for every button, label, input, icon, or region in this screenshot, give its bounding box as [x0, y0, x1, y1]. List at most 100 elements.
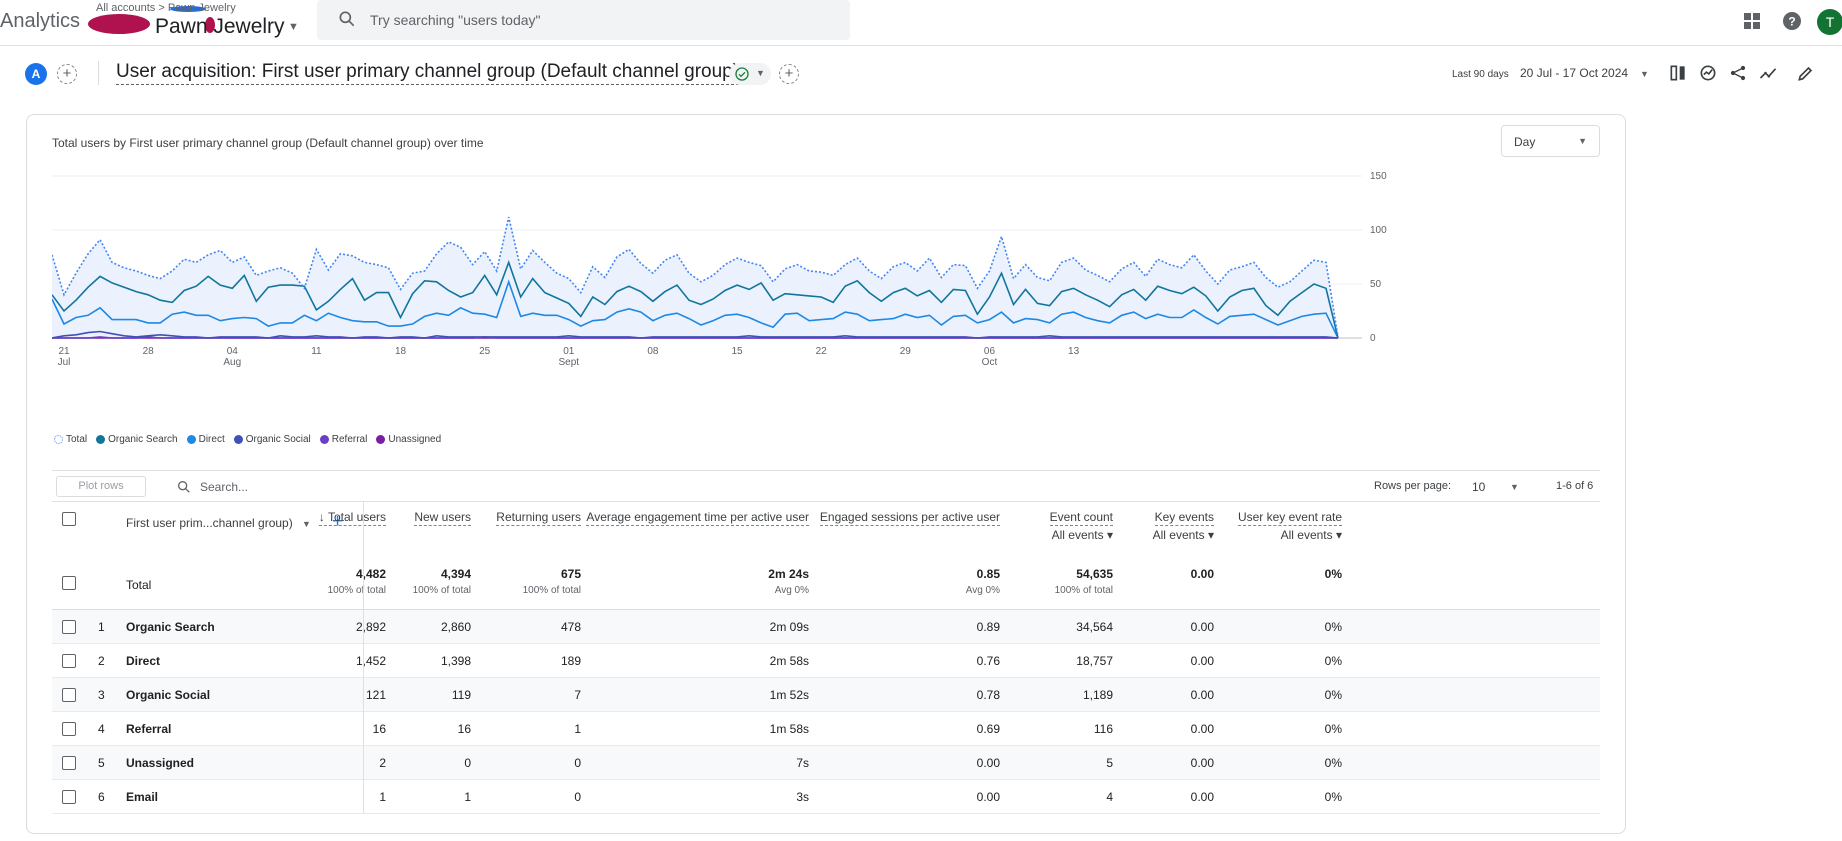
share-icon[interactable] — [1728, 63, 1748, 83]
column-header[interactable]: Event count All events ▾ — [1049, 510, 1113, 542]
column-header-sub[interactable]: All events ▾ — [1051, 528, 1113, 542]
chevron-down-icon: ▼ — [1578, 136, 1587, 146]
total-subtext: Avg 0% — [774, 585, 809, 596]
x-tick-month-label: Aug — [223, 357, 241, 368]
column-header-label: Average engagement time per active user — [586, 510, 809, 526]
date-preset[interactable]: Last 90 days — [1452, 69, 1509, 80]
row-checkbox[interactable] — [62, 654, 76, 668]
apps-grid-icon[interactable] — [1740, 9, 1764, 33]
total-subtext: 100% of total — [522, 585, 581, 596]
legend-item[interactable]: Unassigned — [376, 434, 441, 445]
row-rank: 4 — [98, 722, 105, 736]
table-toolbar: Plot rows Search... Rows per page: 10 ▼ … — [52, 470, 1600, 502]
date-range-picker[interactable]: 20 Jul - 17 Oct 2024 — [1520, 66, 1629, 80]
x-tick-label: 25 — [479, 346, 491, 357]
granularity-select[interactable]: Day ▼ — [1501, 125, 1600, 157]
rows-per-page-select[interactable]: 10 — [1472, 480, 1486, 494]
dimension-header[interactable]: First user prim...channel group) — [126, 516, 293, 530]
plot-rows-button[interactable]: Plot rows — [56, 476, 146, 497]
account-breadcrumb[interactable]: All accounts > Pawn Jewelry — [96, 2, 236, 14]
table-search-input[interactable]: Search... — [200, 480, 249, 494]
total-subtext: Avg 0% — [965, 585, 1000, 596]
table-cell: 0 — [574, 756, 581, 770]
chevron-down-icon[interactable]: ▼ — [1640, 69, 1649, 79]
column-header-sub[interactable]: All events ▾ — [1280, 528, 1342, 542]
table-header: First user prim...channel group) ▼ + Tot… — [52, 502, 1600, 610]
total-row-checkbox[interactable] — [62, 576, 76, 590]
table-row[interactable]: 6 Email 1 1 0 3s 0.00 4 0.00 0% — [52, 780, 1600, 814]
comparison-badge[interactable]: A — [25, 63, 47, 85]
chevron-down-icon[interactable]: ▼ — [288, 21, 299, 33]
page-title[interactable]: User acquisition: First user primary cha… — [116, 61, 740, 85]
add-report-button[interactable]: + — [779, 64, 799, 84]
report-status-pill[interactable]: ▼ — [729, 63, 771, 85]
table-cell: 0.00 — [1190, 756, 1214, 770]
legend-item[interactable]: Referral — [319, 434, 367, 445]
y-axis: 150 100 50 0 — [1370, 171, 1387, 344]
row-rank: 1 — [98, 620, 105, 634]
row-checkbox[interactable] — [62, 756, 76, 770]
x-tick-label: 04 — [227, 346, 239, 357]
row-checkbox[interactable] — [62, 688, 76, 702]
column-header-label: New users — [414, 510, 471, 526]
row-rank: 3 — [98, 688, 105, 702]
table-cell: 0% — [1324, 722, 1342, 736]
edit-icon[interactable] — [1796, 63, 1816, 83]
compare-icon[interactable] — [1668, 63, 1688, 83]
table-cell: 3s — [796, 790, 809, 804]
legend-item[interactable]: Total — [54, 434, 87, 445]
series-line-direct — [52, 279, 1339, 339]
help-icon[interactable]: ? — [1780, 9, 1804, 33]
report-card — [26, 114, 1626, 834]
table-cell: 1,452 — [355, 654, 386, 668]
legend-item[interactable]: Organic Social — [233, 434, 311, 445]
table-cell: 0.00 — [1190, 722, 1214, 736]
table-cell: 18,757 — [1076, 654, 1113, 668]
search-placeholder: Try searching "users today" — [370, 12, 541, 28]
chevron-down-icon[interactable]: ▼ — [302, 519, 311, 529]
row-checkbox[interactable] — [62, 620, 76, 634]
row-checkbox[interactable] — [62, 722, 76, 736]
legend-item[interactable]: Organic Search — [96, 434, 178, 445]
column-header-sub[interactable]: All events ▾ — [1152, 528, 1214, 542]
chevron-down-icon[interactable]: ▼ — [1510, 482, 1519, 492]
column-header[interactable]: New users — [414, 510, 471, 526]
avatar[interactable]: T — [1817, 9, 1842, 35]
table-row[interactable]: 2 Direct 1,452 1,398 189 2m 58s 0.76 18,757 0.00… — [52, 644, 1600, 678]
add-dimension-button[interactable]: + — [332, 511, 344, 532]
legend-dot-icon — [233, 435, 243, 444]
legend-label: Organic Social — [245, 434, 311, 445]
table-row[interactable]: 1 Organic Search 2,892 2,860 478 2m 09s 0.89 34… — [52, 610, 1600, 644]
legend-dot-icon — [96, 435, 106, 444]
row-checkbox[interactable] — [62, 790, 76, 804]
column-header[interactable]: Engaged sessions per active user — [819, 510, 1000, 526]
x-tick-label: 06 — [984, 346, 996, 357]
y-tick-label: 50 — [1370, 279, 1382, 290]
table-cell: 0% — [1324, 790, 1342, 804]
property-selector[interactable]: Pawn Jewelry — [155, 15, 285, 38]
table-row[interactable]: 4 Referral 16 16 1 1m 58s 0.69 116 0.00 0% — [52, 712, 1600, 746]
column-header[interactable]: ↓ Total users — [318, 510, 386, 526]
table-cell: 5 — [1106, 756, 1113, 770]
table-row[interactable]: 5 Unassigned 2 0 0 7s 0.00 5 0.00 0% — [52, 746, 1600, 780]
trend-icon[interactable] — [1758, 63, 1778, 83]
table-cell: 1 — [574, 722, 581, 736]
svg-text:?: ? — [1788, 15, 1795, 29]
add-comparison-button[interactable]: + — [57, 64, 77, 84]
select-all-checkbox[interactable] — [62, 512, 76, 526]
table-row[interactable]: 3 Organic Social 121 119 7 1m 52s 0.78 1,189 0.0… — [52, 678, 1600, 712]
channel-name: Organic Search — [126, 620, 215, 634]
insights-icon[interactable] — [1698, 63, 1718, 83]
legend-item[interactable]: Direct — [186, 434, 225, 445]
x-tick-month-label: Jul — [58, 357, 71, 368]
column-header[interactable]: Average engagement time per active user — [586, 510, 809, 526]
search-input[interactable]: Try searching "users today" — [317, 0, 850, 40]
column-header[interactable]: Key events All events ▾ — [1153, 510, 1214, 542]
rows-per-page-label: Rows per page: — [1374, 480, 1452, 492]
column-header[interactable]: User key event rate All events ▾ — [1237, 510, 1342, 542]
x-tick-month-label: Sept — [559, 357, 580, 368]
column-header[interactable]: Returning users — [496, 510, 581, 526]
table-cell: 1m 58s — [769, 722, 809, 736]
